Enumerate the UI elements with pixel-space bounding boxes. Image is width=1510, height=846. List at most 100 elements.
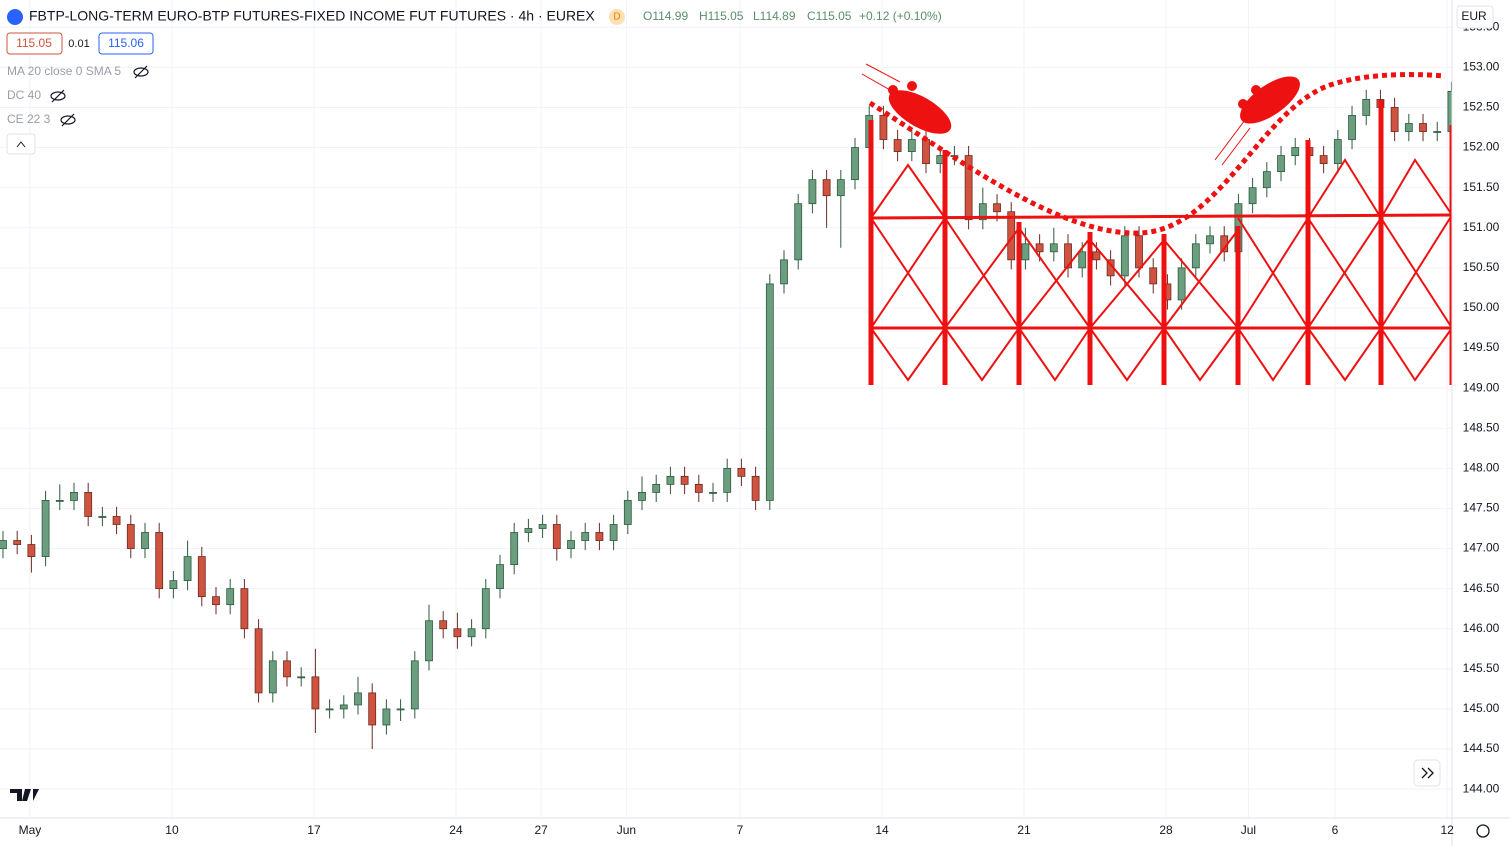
candle-body	[1064, 243, 1072, 269]
candle-body	[680, 475, 689, 485]
bid-box[interactable]	[6, 32, 63, 55]
candle-body	[581, 532, 590, 541]
candle-body	[1291, 147, 1300, 156]
candle-body	[1277, 155, 1285, 173]
candle-body	[552, 524, 561, 549]
settings-icon[interactable]	[1476, 824, 1490, 838]
candle-body	[197, 556, 206, 598]
y-tick-label: 153.00	[1463, 60, 1500, 74]
currency-button[interactable]	[1456, 5, 1494, 29]
candle-body	[283, 660, 291, 678]
candle-body	[141, 532, 149, 549]
candle-body	[751, 475, 760, 501]
candle-body	[1319, 155, 1328, 165]
candle-body	[27, 544, 36, 557]
candle-body	[879, 115, 888, 140]
logo[interactable]	[10, 789, 39, 801]
candle-body	[808, 179, 817, 205]
candle-body	[893, 139, 902, 152]
candle-body	[851, 147, 859, 181]
indicator-label[interactable]: DC 40	[7, 88, 41, 102]
candle-body	[396, 708, 405, 711]
x-tick-label: 6	[1332, 823, 1339, 837]
collapse-button[interactable]	[6, 133, 36, 155]
candle-body	[1433, 131, 1442, 133]
indicator-label[interactable]: MA 20 close 0 SMA 5	[7, 64, 121, 78]
y-tick-label: 147.50	[1463, 501, 1500, 515]
currency: EUR	[1461, 9, 1487, 23]
candles	[0, 81, 1456, 750]
candle-body	[978, 203, 987, 221]
candle-body	[964, 155, 973, 221]
roller-coaster-drawing	[861, 63, 1455, 385]
candle-body	[638, 492, 646, 501]
candle-body	[836, 179, 845, 197]
indicator-label[interactable]: CE 22 3	[7, 112, 51, 126]
candle-body	[467, 628, 476, 638]
candle-body	[709, 492, 717, 494]
candle-body	[1248, 187, 1257, 205]
x-tick-label: Jun	[617, 823, 636, 837]
candle-body	[794, 203, 803, 261]
y-tick-label: 144.00	[1463, 781, 1500, 795]
collapse-icon	[16, 141, 26, 148]
candle-body	[183, 556, 192, 582]
y-tick-label: 149.50	[1463, 340, 1500, 354]
candle-body	[666, 475, 675, 485]
ohlc-change: +0.12 (+0.10%)	[859, 9, 942, 23]
candle-body	[339, 704, 348, 710]
candle-body	[1206, 235, 1214, 245]
spread: 0.01	[68, 38, 89, 50]
candle-body	[1149, 267, 1158, 285]
candle-body	[780, 259, 788, 285]
candle-body	[922, 139, 930, 165]
candle-body	[1007, 211, 1016, 261]
x-tick-label: 10	[165, 823, 179, 837]
y-tick-label: 144.50	[1463, 741, 1500, 755]
ohlc-open: O114.99	[643, 9, 688, 23]
candle-body	[1049, 243, 1058, 253]
x-tick-label: 7	[737, 823, 744, 837]
candle-body	[538, 524, 547, 529]
candle-body	[354, 692, 362, 706]
candle-body	[382, 708, 391, 726]
candle-body	[1362, 99, 1371, 116]
hidden-eye-icon[interactable]	[60, 113, 76, 127]
candle-body	[368, 692, 377, 726]
candle-body	[84, 492, 93, 517]
candle-body	[70, 492, 78, 501]
y-tick-label: 152.50	[1463, 100, 1500, 114]
symbol-title[interactable]: FBTP-LONG-TERM EURO-BTP FUTURES-FIXED IN…	[29, 8, 595, 24]
x-tick-label: 21	[1017, 823, 1031, 837]
ask-box[interactable]	[98, 32, 154, 55]
candle-body	[240, 588, 249, 630]
y-tick-label: 150.50	[1463, 260, 1500, 274]
y-tick-label: 151.00	[1463, 220, 1500, 234]
candle-body	[155, 532, 164, 590]
candle-body	[1035, 243, 1044, 253]
x-tick-label: 17	[307, 823, 321, 837]
candle-body	[1419, 123, 1427, 132]
candle-body	[254, 628, 263, 694]
candle-body	[737, 467, 746, 477]
candle-body	[993, 203, 1001, 213]
candle-body	[1348, 115, 1356, 140]
candle-body	[1333, 139, 1342, 165]
grid-layer	[0, 0, 1452, 818]
candle-body	[169, 580, 178, 590]
candle-body	[723, 467, 732, 493]
x-tick-label: 28	[1159, 823, 1173, 837]
y-tick-label: 145.00	[1463, 701, 1500, 715]
candle-body	[595, 532, 604, 541]
candle-body	[112, 516, 121, 525]
x-tick-label: 27	[535, 823, 549, 837]
hidden-eye-icon[interactable]	[50, 89, 66, 103]
candle-body	[311, 676, 320, 710]
x-tick-label: 12	[1440, 823, 1454, 837]
candle-body	[453, 628, 462, 638]
hidden-eye-icon[interactable]	[133, 65, 149, 79]
ohlc-close: C115.05	[807, 9, 852, 23]
badge-bg	[609, 9, 625, 25]
candle-body	[765, 283, 774, 501]
candle-body	[1078, 251, 1087, 269]
